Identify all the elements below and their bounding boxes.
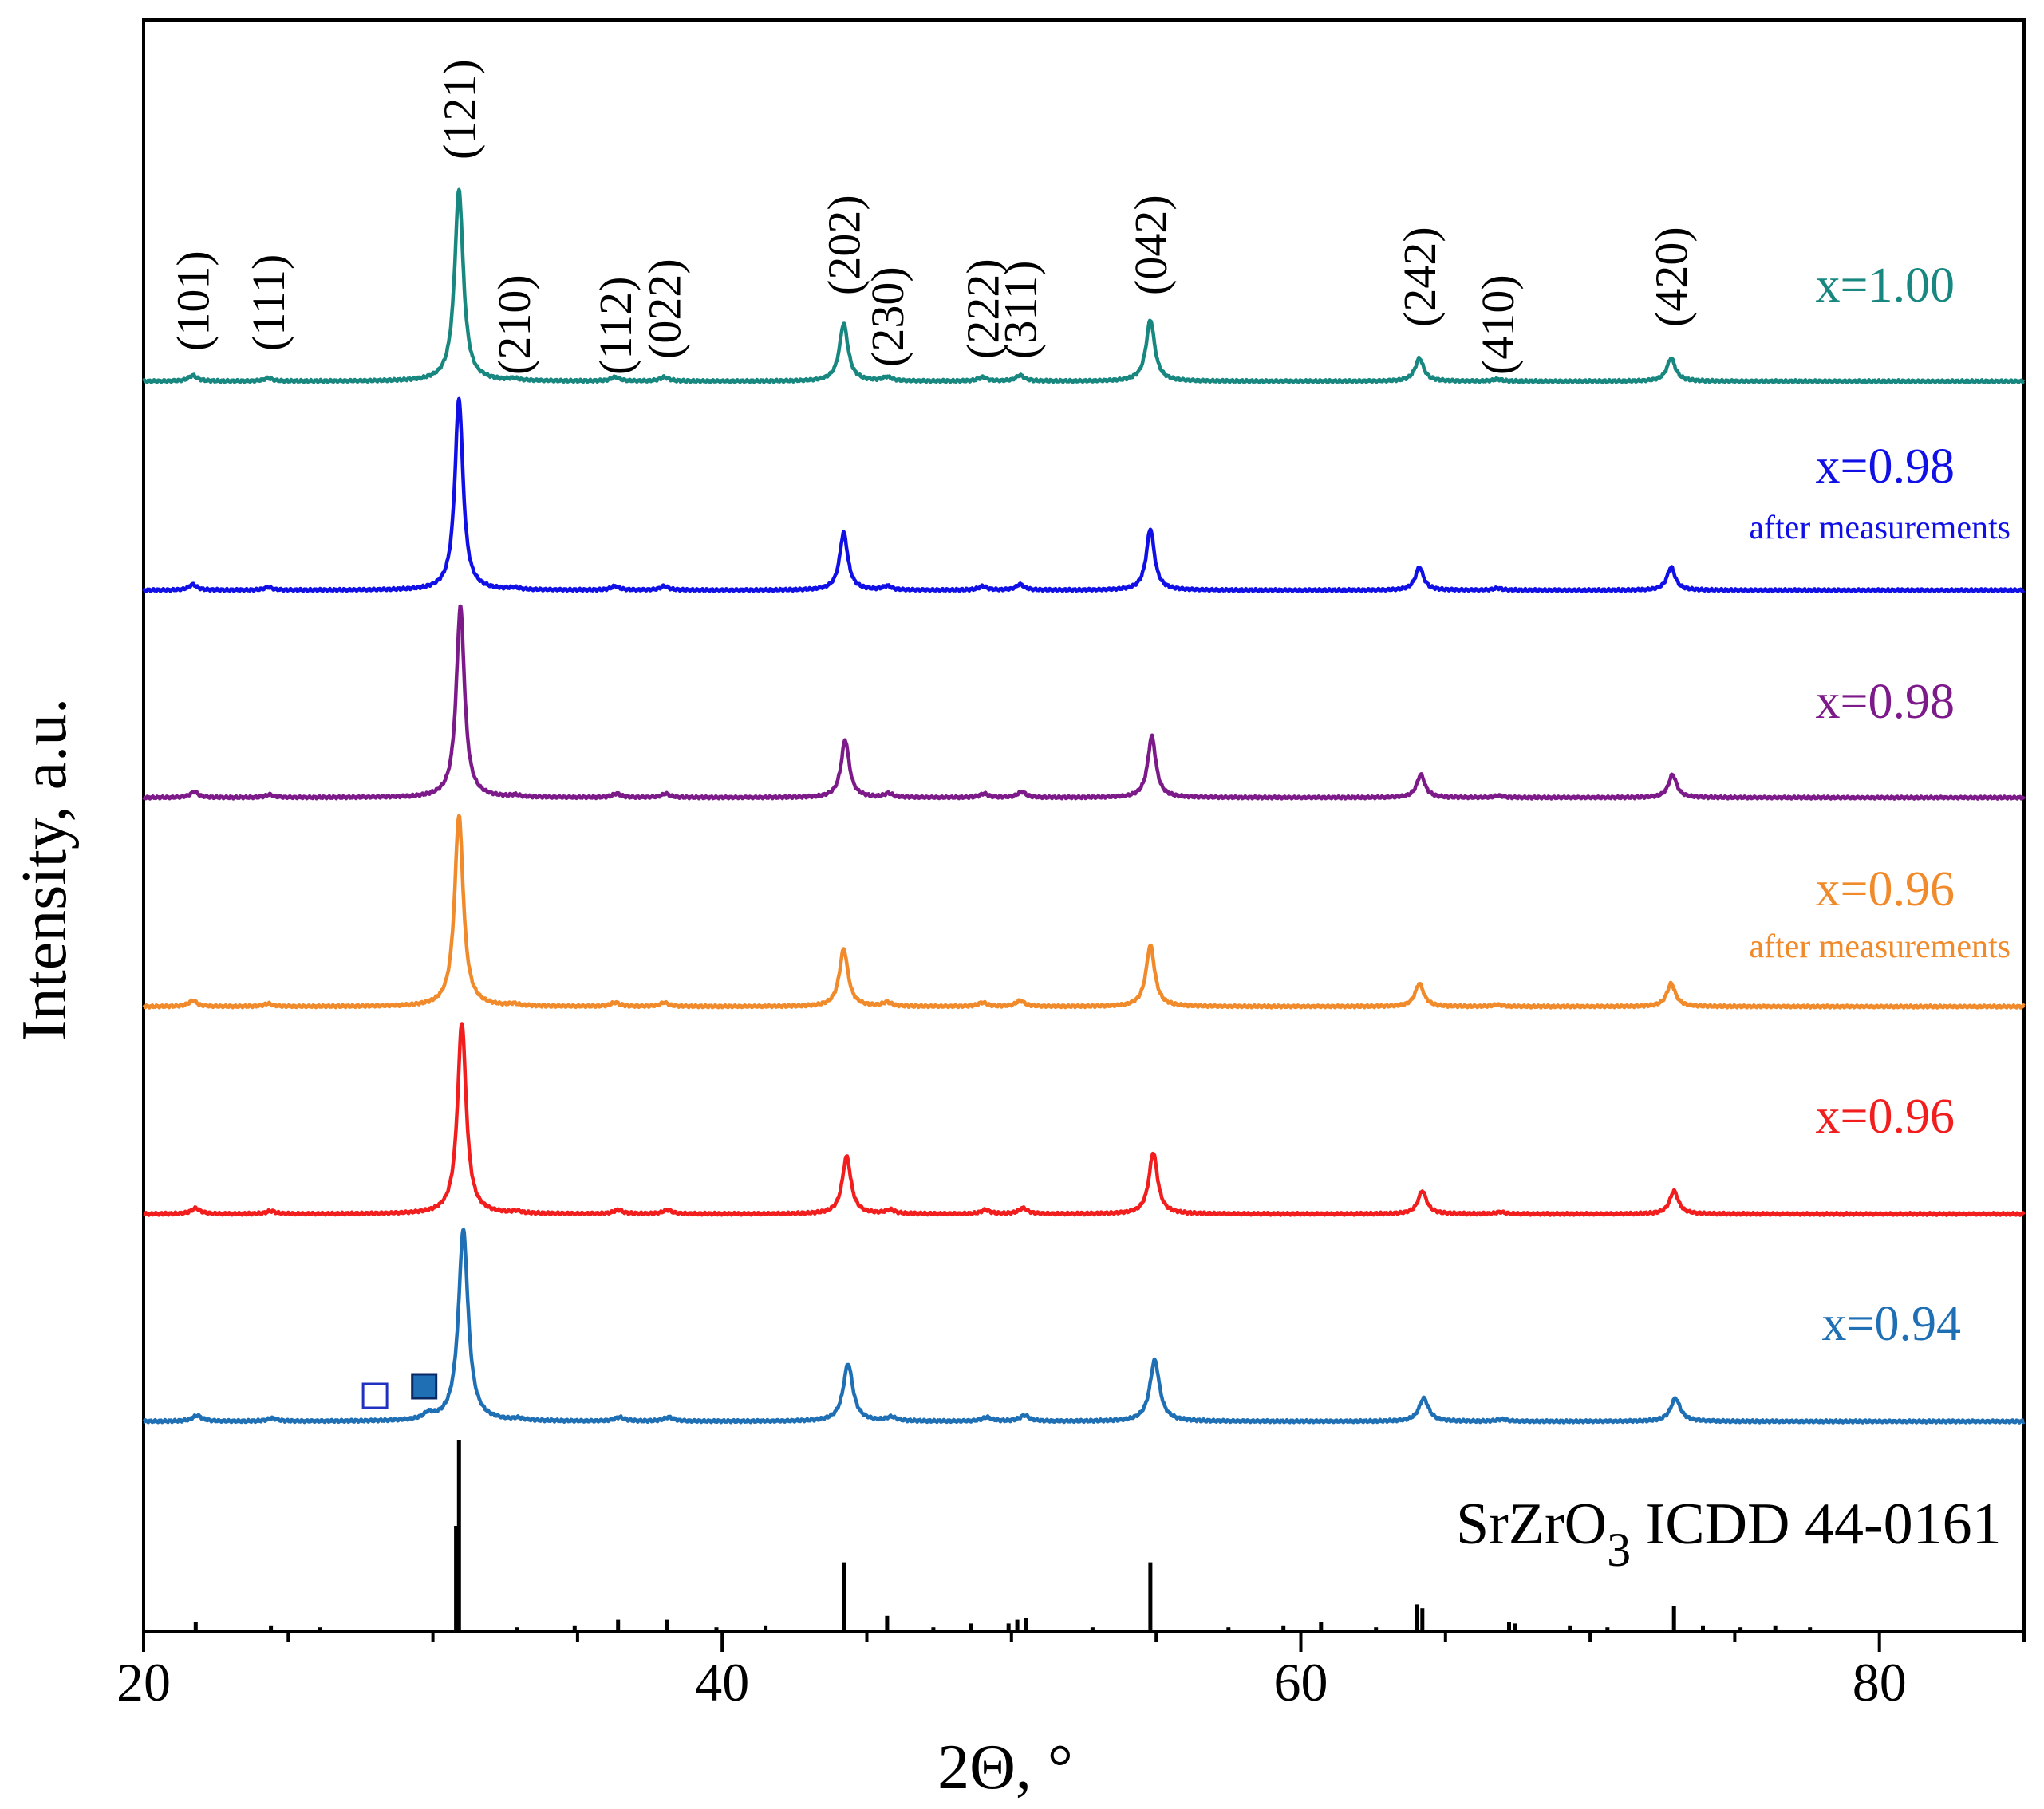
reference-label-main: SrZrO: [1456, 1492, 1607, 1557]
series-layer: [141, 187, 2026, 1425]
reference-label: SrZrO3 ICDD 44-0161: [1456, 1492, 2002, 1576]
hkl-label-2: (111): [243, 254, 294, 351]
x-tick-label: 20: [116, 1652, 171, 1712]
x-axis: 20 40 60 80: [116, 1631, 2026, 1712]
series-line-2: [142, 396, 2026, 593]
series-sublabel-2: after measurements: [1749, 510, 2010, 546]
series-label-1: x=1.00: [1816, 258, 1955, 313]
x-axis-title: 2Θ, °: [937, 1732, 1073, 1803]
series-label-6: x=0.94: [1822, 1297, 1961, 1351]
hkl-label-4: (210): [488, 274, 540, 375]
series-label-4: x=0.96: [1816, 862, 1955, 916]
x-tick-label: 40: [695, 1652, 749, 1712]
plot-area: [142, 18, 2026, 1633]
hkl-label-11: (042): [1125, 195, 1177, 295]
hkl-label-8: (230): [862, 266, 913, 367]
series-label-5: x=0.96: [1816, 1090, 1955, 1144]
series-label-3: x=0.98: [1816, 675, 1955, 729]
reference-label-sub: 3: [1607, 1523, 1631, 1576]
reference-label-rest: ICDD 44-0161: [1631, 1492, 2002, 1557]
series-line-6: [142, 1228, 2026, 1425]
series-line-1: [141, 187, 2026, 384]
hkl-label-5: (112): [590, 277, 641, 375]
phase-markers: [361, 1373, 438, 1409]
x-tick-label: 80: [1853, 1652, 1907, 1712]
hkl-label-7: (202): [819, 195, 870, 295]
series-labels: x=1.00 x=0.98 after measurements x=0.98 x=0.…: [1749, 258, 2010, 1351]
hkl-label-13: (410): [1472, 274, 1524, 375]
series-line-4: [142, 814, 2026, 1010]
plot-frame: [142, 18, 2026, 1633]
series-sublabel-4: after measurements: [1749, 928, 2010, 965]
hkl-labels: (101) (111) (121) (210) (112)(022) (202)(230)…: [168, 59, 1698, 375]
series-line-5: [142, 1022, 2026, 1217]
hkl-label-1: (101): [168, 250, 219, 351]
hkl-label-9: (222): [957, 258, 1009, 359]
hkl-label-14: (420): [1646, 227, 1698, 327]
filled-square-marker: [411, 1373, 438, 1400]
hkl-label-12: (242): [1394, 227, 1446, 327]
open-square-marker: [361, 1382, 389, 1409]
series-label-2: x=0.98: [1816, 439, 1955, 494]
hkl-label-3: (121): [433, 59, 485, 160]
series-line-3: [142, 604, 2026, 801]
hkl-label-6: (022): [639, 258, 691, 359]
y-axis-title: Intensity, a.u.: [10, 698, 80, 1041]
x-tick-label: 60: [1274, 1652, 1328, 1712]
reference-pattern: [193, 1440, 1813, 1631]
hkl-label-10: (311): [995, 261, 1047, 359]
